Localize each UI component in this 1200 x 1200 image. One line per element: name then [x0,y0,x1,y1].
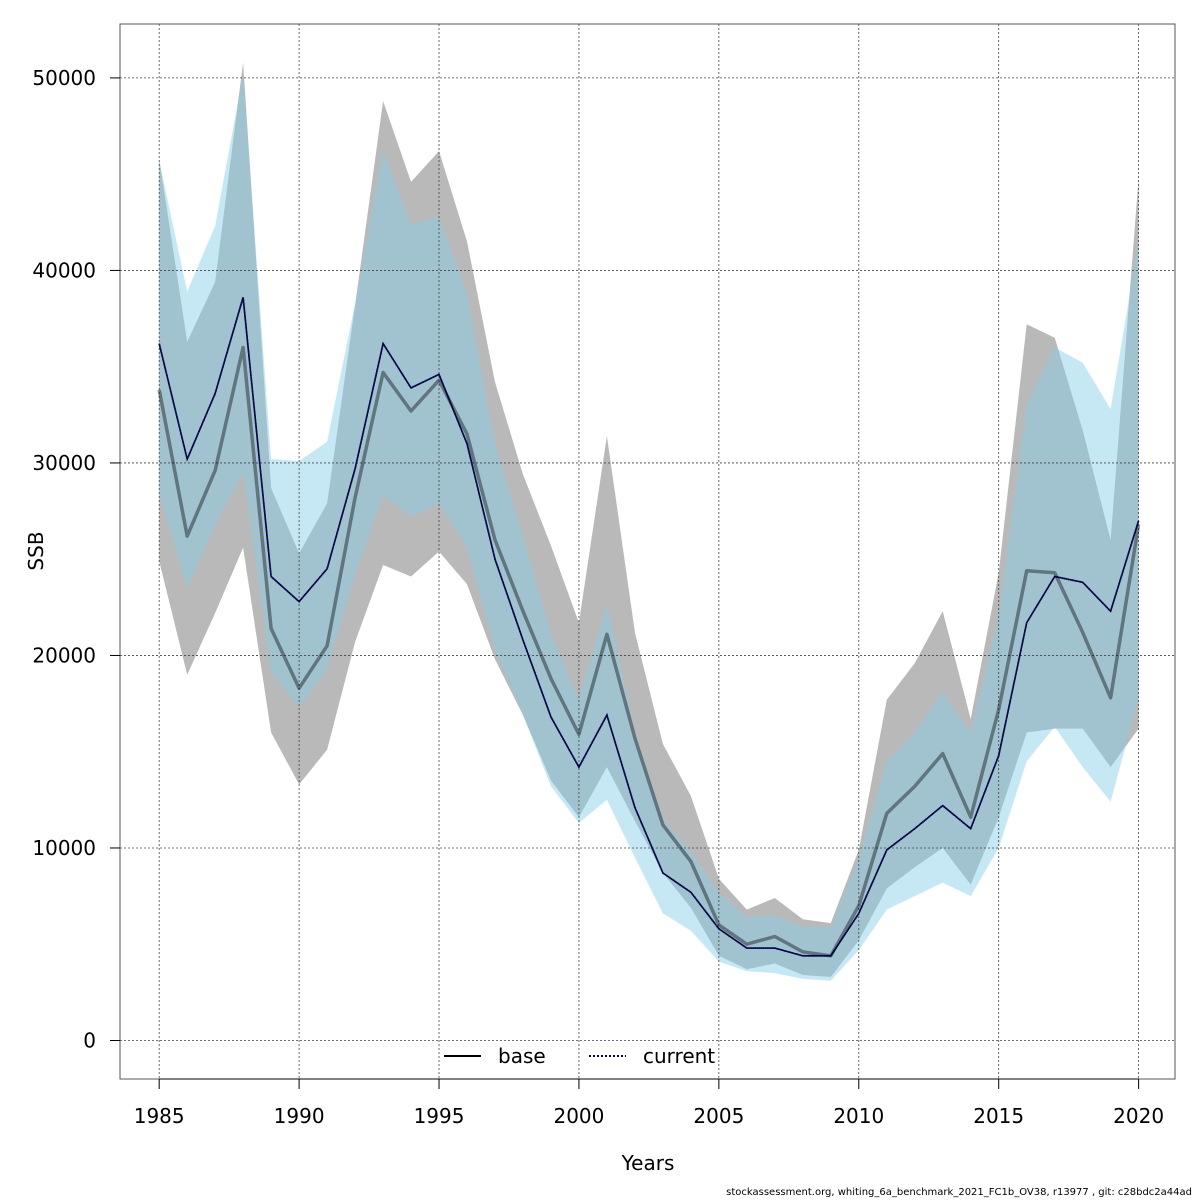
series-line-base [157,345,1141,958]
y-axis-title: SSB [24,531,48,570]
x-tick-label-1985: 1985 [134,1104,185,1128]
x-tick-label-2005: 2005 [693,1104,744,1128]
legend-label-base: base [498,1044,546,1068]
x-tick-label-2020: 2020 [1113,1104,1164,1128]
y-axis: 0 10000 20000 30000 40000 50000 [32,66,120,1052]
series-lines [157,297,1141,958]
band-base [159,62,1139,977]
x-axis: 1985 1990 1995 2000 2005 2010 2015 2020 [134,1078,1164,1128]
x-axis-title: Years [621,1151,675,1175]
y-tick-label-30000: 30000 [32,451,96,475]
band-current [159,74,1139,981]
confidence-bands [159,62,1139,981]
x-tick-label-1990: 1990 [274,1104,325,1128]
y-tick-label-10000: 10000 [32,836,96,860]
legend: base current [444,1044,715,1068]
y-tick-label-0: 0 [83,1028,96,1052]
y-tick-label-40000: 40000 [32,258,96,282]
y-tick-label-50000: 50000 [32,66,96,90]
x-tick-label-2010: 2010 [833,1104,884,1128]
x-tick-label-2015: 2015 [973,1104,1024,1128]
y-tick-label-20000: 20000 [32,643,96,667]
x-tick-label-1995: 1995 [414,1104,465,1128]
x-tick-label-2000: 2000 [553,1104,604,1128]
series-line-current [158,297,1140,957]
footer-note: stockassessment.org, whiting_6a_benchmar… [726,1187,1192,1198]
legend-label-current: current [643,1044,715,1068]
